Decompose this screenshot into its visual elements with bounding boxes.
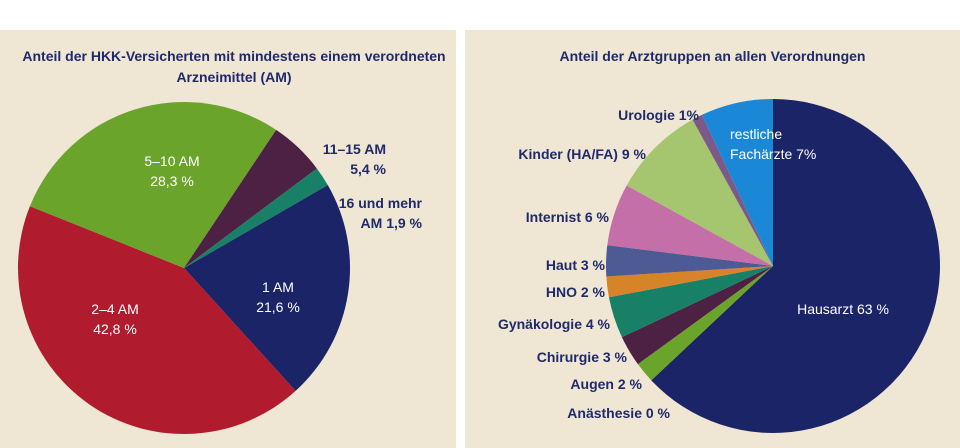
- left-label-11-15-am: 11–15 AM 5,4 %: [323, 141, 387, 177]
- left-label-5-10-am: 5–10 AM 28,3 %: [144, 153, 199, 189]
- left-slice-5-10-am: [29, 102, 277, 268]
- right-slice-internist: [607, 185, 773, 266]
- left-slice-2-4-am: [17, 206, 296, 435]
- right-label-anaesthesie: Anästhesie 0 %: [567, 405, 670, 421]
- right-label-augen: Augen 2 %: [570, 376, 642, 392]
- left-slice-16-und-mehr-am: [184, 168, 328, 268]
- right-slice-urologie: [692, 114, 773, 266]
- right-label-chirurgie: Chirurgie 3 %: [537, 349, 628, 365]
- right-slice-haut: [606, 245, 773, 277]
- right-slice-gynaekologie: [608, 266, 773, 338]
- right-label-hausarzt: Hausarzt 63 %: [797, 301, 889, 317]
- right-pie-chart: Hausarzt 63 % Anästhesie 0 % Augen 2 % Chir…: [498, 99, 940, 434]
- right-chart-title: Anteil der Arztgruppen an allen Verordnu…: [559, 48, 866, 64]
- right-chart-panel: Anteil der Arztgruppen an allen Verordnu…: [465, 30, 960, 448]
- left-label-1-am: 1 AM 21,6 %: [256, 279, 300, 315]
- left-pie-chart: 1 AM 21,6 % 2–4 AM 42,8 % 5–10 AM 28,3 % 11–15…: [17, 102, 423, 435]
- left-label-2-4-am: 2–4 AM 42,8 %: [91, 301, 138, 337]
- right-slice-hausarzt: [651, 99, 940, 434]
- right-label-restliche-fachaerzte: restliche Fachärzte 7%: [730, 126, 816, 162]
- left-chart-title: Anteil der HKK-Versicherten mit mindeste…: [22, 48, 446, 85]
- right-slice-augen: [637, 266, 773, 381]
- left-slice-11-15-am: [184, 129, 317, 268]
- right-label-urologie: Urologie 1%: [618, 107, 699, 123]
- right-label-gynaekologie: Gynäkologie 4 %: [498, 316, 611, 332]
- right-label-internist: Internist 6 %: [526, 209, 610, 225]
- left-label-16-und-mehr-am: 16 und mehr AM 1,9 %: [339, 195, 423, 231]
- left-chart-panel: Anteil der HKK-Versicherten mit mindeste…: [0, 30, 456, 448]
- right-label-haut: Haut 3 %: [546, 257, 606, 273]
- right-slice-kinder-ha-fa: [626, 119, 773, 266]
- right-label-hno: HNO 2 %: [546, 284, 606, 300]
- left-slice-1-am: [184, 185, 351, 391]
- right-slice-chirurgie: [621, 266, 773, 365]
- right-slice-hno: [606, 266, 773, 298]
- right-label-kinder-ha-fa: Kinder (HA/FA) 9 %: [518, 146, 646, 162]
- right-slice-restliche-fachaerzte: [701, 99, 773, 266]
